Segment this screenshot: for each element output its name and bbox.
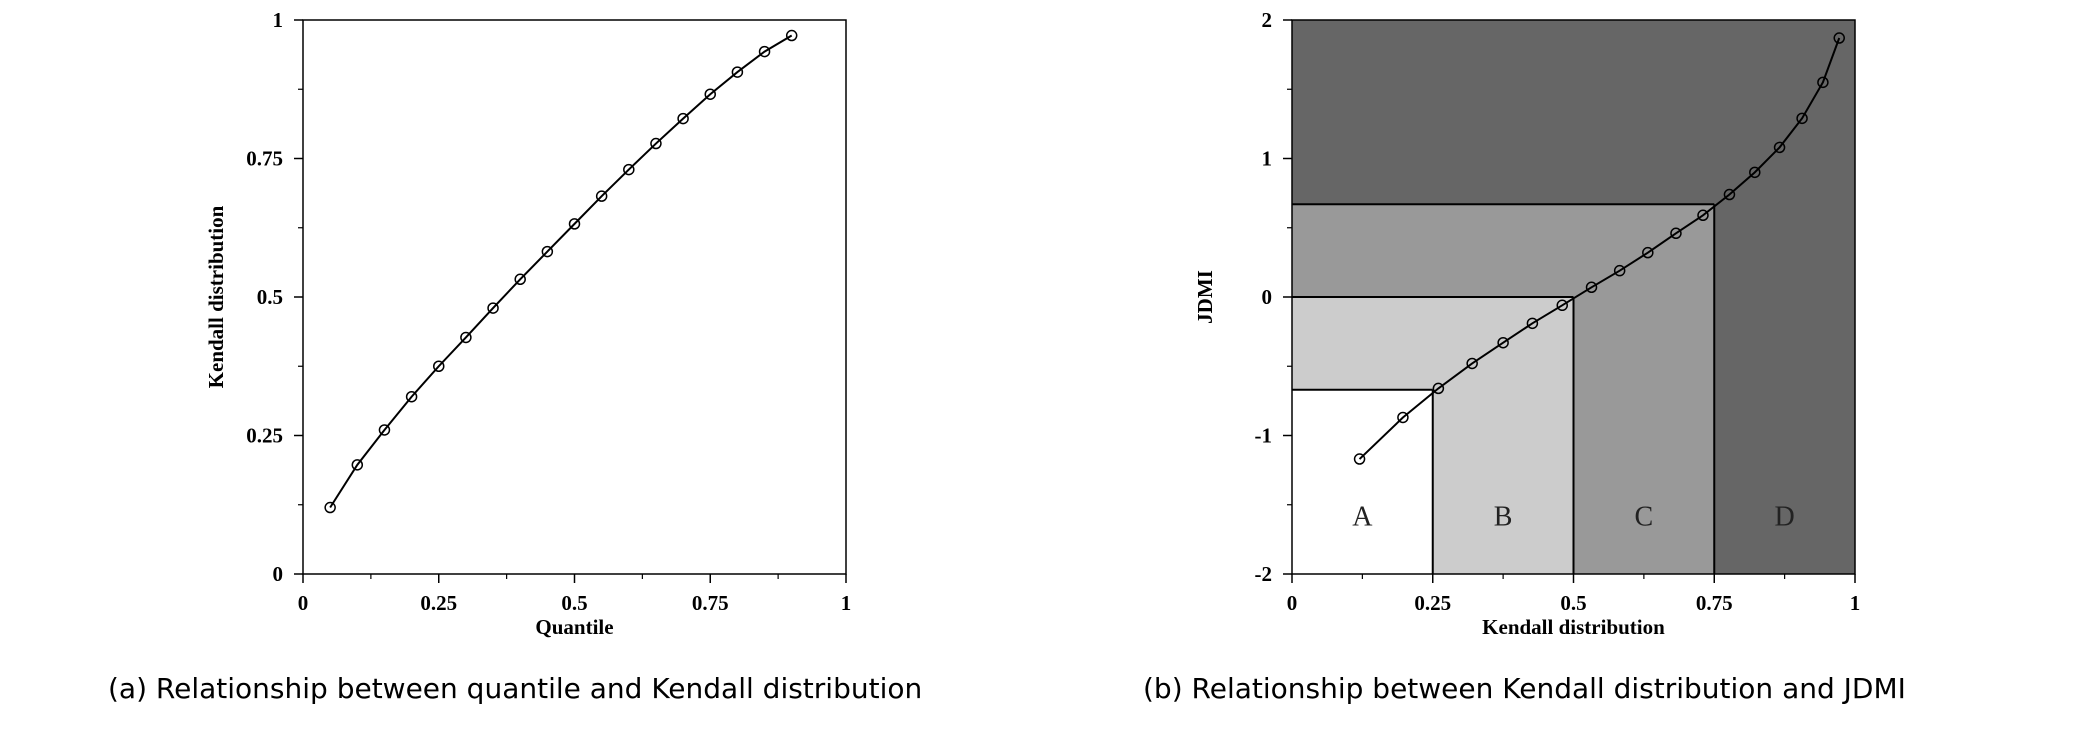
data-point — [1749, 166, 1761, 179]
data-point — [1773, 141, 1786, 154]
data-point — [1833, 32, 1845, 44]
caption-a: (a) Relationship between quantile and Ke… — [108, 672, 923, 705]
data-point — [514, 273, 526, 286]
data-point — [324, 501, 336, 514]
y-tick-label: 0.75 — [246, 147, 283, 171]
data-point — [1670, 227, 1682, 240]
data-point — [1353, 453, 1366, 465]
x-axis-label: Quantile — [535, 615, 613, 639]
data-point — [1642, 246, 1654, 259]
data-point — [1556, 299, 1568, 312]
chart-b: A B C D 0 0.25 0.5 0.75 1 -2 -1 0 1 2 Kendall distribu… — [1193, 8, 1860, 639]
data-point — [1466, 357, 1478, 370]
data-point — [378, 424, 391, 436]
x-tick-label: 0.25 — [420, 591, 457, 615]
y-tick-label: 1 — [1262, 147, 1273, 171]
y-axis-label: Kendall distribution — [204, 205, 228, 388]
x-tick-label: 0 — [298, 591, 309, 615]
y-tick-label: 0 — [273, 562, 284, 586]
data-point — [758, 45, 771, 58]
data-point — [1585, 281, 1598, 294]
series-line — [329, 34, 793, 509]
region-d-band — [1292, 20, 1855, 205]
data-point — [1697, 209, 1709, 222]
data-point — [1397, 411, 1409, 424]
data-point — [1613, 264, 1626, 277]
region-b-band — [1292, 297, 1574, 390]
data-point — [1526, 317, 1539, 330]
x-tick-label: 0.75 — [692, 591, 729, 615]
data-point — [541, 245, 554, 258]
x-tick-label: 1 — [841, 591, 852, 615]
y-tick-label: 0 — [1262, 285, 1273, 309]
data-point — [704, 88, 716, 100]
y-tick-label: 2 — [1262, 8, 1273, 32]
x-tick-label: 0.75 — [1696, 591, 1733, 615]
y-tick-label: 1 — [273, 8, 284, 32]
region-label-a: A — [1352, 502, 1373, 533]
plot-frame — [302, 19, 847, 575]
x-tick-label: 1 — [1850, 591, 1861, 615]
region-label-d: D — [1775, 502, 1795, 533]
x-tick-label: 0.5 — [1560, 591, 1586, 615]
data-point — [460, 331, 472, 344]
y-tick-label: -1 — [1255, 424, 1273, 448]
data-point — [1432, 382, 1445, 395]
data-point — [677, 112, 689, 125]
data-point — [1723, 188, 1736, 201]
data-point — [568, 218, 581, 230]
data-point — [731, 66, 744, 78]
x-tick-label: 0.25 — [1414, 591, 1451, 615]
data-point — [1497, 336, 1509, 349]
data-point — [433, 360, 445, 372]
data-point — [405, 390, 418, 403]
caption-b: (b) Relationship between Kendall distrib… — [1143, 672, 1906, 705]
data-point — [487, 302, 499, 314]
y-tick-label: 0.5 — [257, 285, 283, 309]
series-line — [1358, 37, 1841, 460]
x-tick-label: 0.5 — [561, 591, 587, 615]
data-point — [1817, 76, 1829, 89]
data-point — [785, 29, 798, 42]
data-point — [650, 137, 662, 150]
region-a-band — [1292, 389, 1433, 574]
y-axis-label: JDMI — [1193, 270, 1217, 324]
region-label-b: B — [1494, 502, 1513, 533]
region-label-c: C — [1635, 502, 1654, 533]
data-point — [1796, 112, 1808, 125]
y-tick-label: 0.25 — [246, 424, 283, 448]
data-point — [595, 190, 608, 202]
x-axis-label: Kendall distribution — [1482, 615, 1665, 639]
chart-a: 0 0.25 0.5 0.75 1 0 0.25 0.5 0.75 1 Quantile Kendal… — [204, 8, 851, 639]
data-point — [623, 163, 635, 176]
data-point — [351, 459, 364, 471]
y-tick-label: -2 — [1255, 562, 1273, 586]
x-tick-label: 0 — [1287, 591, 1298, 615]
